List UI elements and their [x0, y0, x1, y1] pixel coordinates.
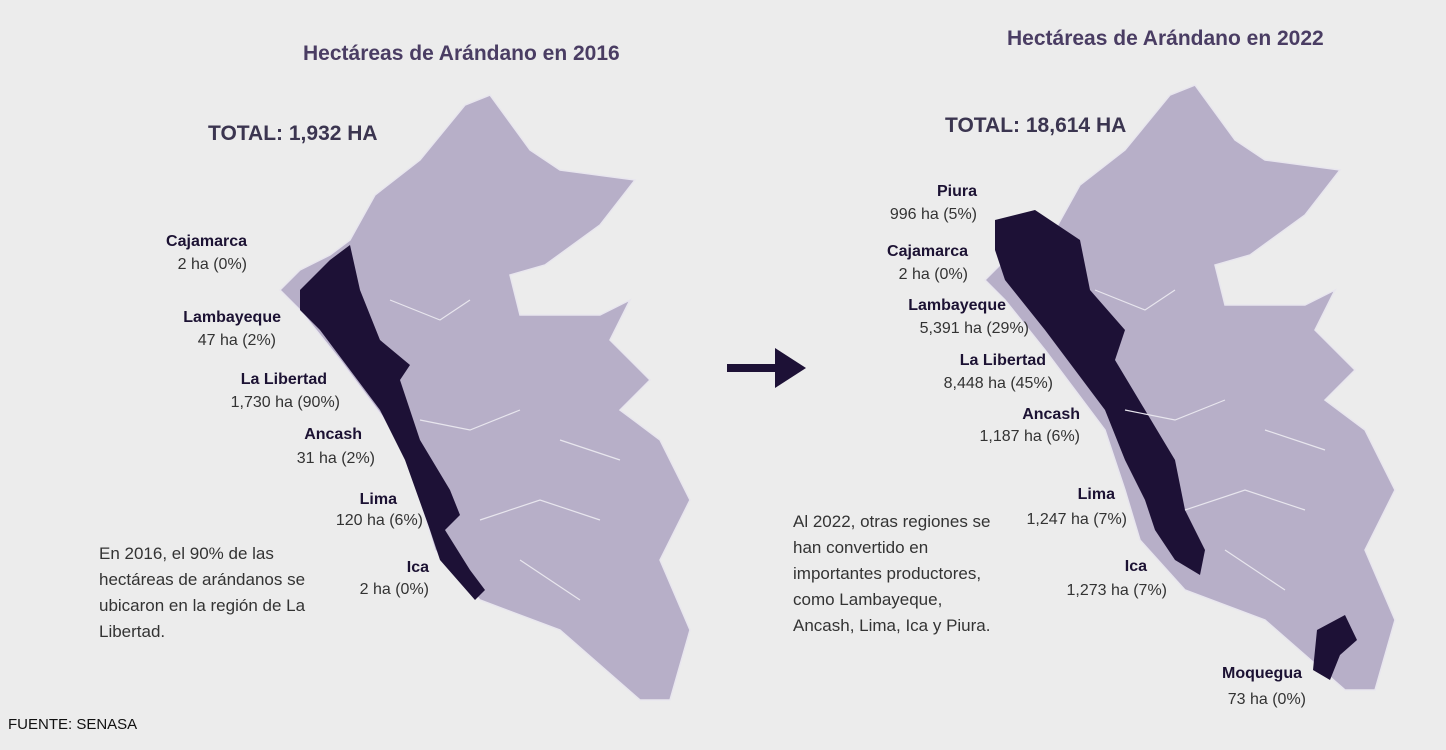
arrow — [727, 348, 806, 388]
title-2016: Hectáreas de Arándano en 2016 — [303, 42, 620, 65]
map-2016 — [279, 94, 691, 701]
note-2022: Al 2022, otras regiones se han convertid… — [793, 512, 991, 635]
map-2022 — [984, 84, 1396, 691]
title-2022: Hectáreas de Arándano en 2022 — [1007, 27, 1324, 50]
region-value: 73 ha (0%) — [1227, 691, 1306, 708]
total-2016: TOTAL: 1,932 HA — [208, 122, 378, 145]
region-name: Cajamarca — [166, 233, 247, 250]
total-2022: TOTAL: 18,614 HA — [945, 114, 1127, 137]
region-name: Ancash — [1022, 406, 1080, 423]
region-value: 47 ha (2%) — [197, 332, 276, 349]
region-name: Ica — [406, 559, 429, 576]
region-name: Lima — [1077, 486, 1115, 503]
region-value: 120 ha (6%) — [335, 512, 423, 529]
region-value: 1,730 ha (90%) — [230, 394, 340, 411]
region-value: 2 ha (0%) — [177, 256, 247, 273]
region-name: Cajamarca — [887, 243, 968, 260]
region-value: 1,273 ha (7%) — [1066, 582, 1167, 599]
region-name: La Libertad — [959, 352, 1046, 369]
region-value: 5,391 ha (29%) — [919, 320, 1029, 337]
region-name: Piura — [936, 183, 977, 200]
region-name: La Libertad — [240, 371, 327, 388]
region-value: 2 ha (0%) — [359, 581, 429, 598]
region-name: Moquegua — [1222, 665, 1302, 682]
region-name: Lambayeque — [908, 297, 1006, 314]
region-value: 2 ha (0%) — [898, 266, 968, 283]
region-value: 1,247 ha (7%) — [1026, 511, 1127, 528]
region-name: Lambayeque — [183, 309, 281, 326]
region-name: Ancash — [304, 426, 362, 443]
note-2016: En 2016, el 90% de las hectáreas de arán… — [99, 544, 306, 641]
region-value: 996 ha (5%) — [889, 206, 977, 223]
source: FUENTE: SENASA — [8, 716, 138, 733]
region-value: 1,187 ha (6%) — [979, 428, 1080, 445]
region-value: 31 ha (2%) — [296, 450, 375, 467]
region-name: Ica — [1124, 558, 1147, 575]
region-name: Lima — [359, 491, 397, 508]
region-value: 8,448 ha (45%) — [943, 375, 1053, 392]
